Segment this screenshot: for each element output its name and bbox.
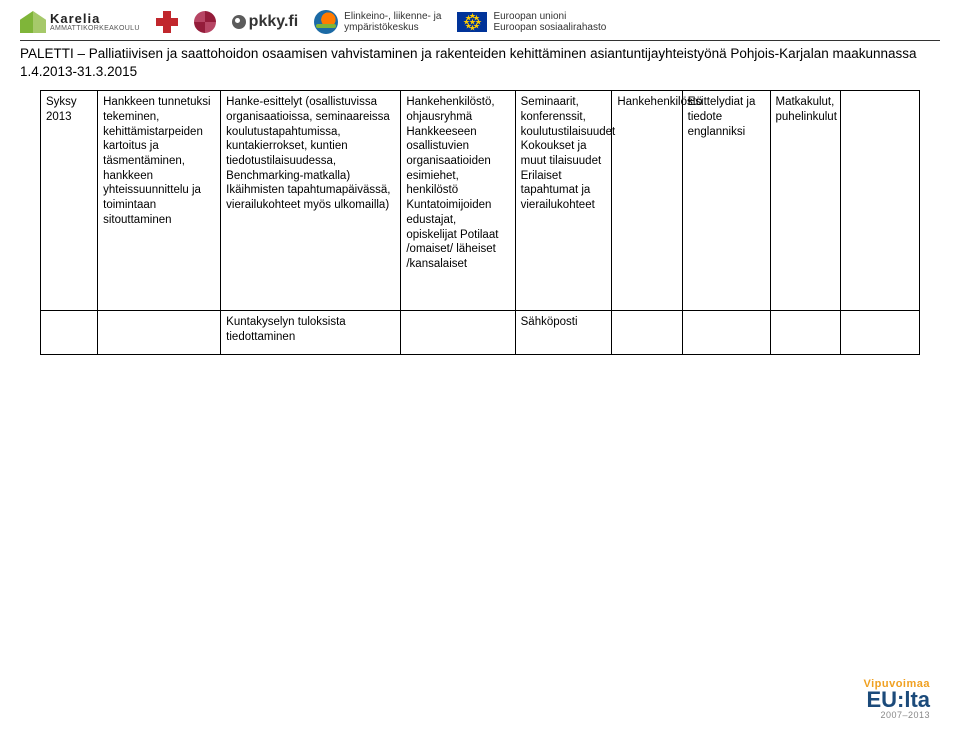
document-title: PALETTI – Palliatiivisen ja saattohoidon… (0, 41, 960, 90)
cell: Hanke-esittelyt (osallistuvissa organisa… (221, 91, 401, 311)
cell (770, 311, 840, 355)
eu-line2: Euroopan sosiaalirahasto (493, 22, 606, 33)
table-row: Syksy 2013 Hankkeen tunnetuksi tekeminen… (41, 91, 920, 311)
cell (41, 311, 98, 355)
ely-logo: Elinkeino-, liikenne- ja ympäristökeskus (314, 10, 441, 34)
eu-logo: Euroopan unioni Euroopan sosiaalirahasto (457, 11, 606, 33)
cell (98, 311, 221, 355)
cell: Kuntakyselyn tuloksista tiedottaminen (221, 311, 401, 355)
karelia-mark-icon (20, 11, 46, 33)
ely-line2: ympäristökeskus (344, 22, 441, 33)
footer-line2: EU:lta (866, 690, 930, 710)
karelia-subtitle: AMMATTIKORKEAKOULU (50, 25, 140, 32)
header-logo-row: Karelia AMMATTIKORKEAKOULU pkky.fi Elink… (0, 0, 960, 40)
cell (682, 311, 770, 355)
footer-logo: Vipuvoimaa EU:lta 2007–2013 (863, 678, 930, 720)
cell: Hankehenkilöstö (612, 91, 682, 311)
footer-line3: 2007–2013 (880, 710, 930, 720)
cell: Matkakulut, puhelinkulut (770, 91, 840, 311)
ely-mark-icon (314, 10, 338, 34)
cell: Hankkeen tunnetuksi tekeminen, kehittämi… (98, 91, 221, 311)
content-table: Syksy 2013 Hankkeen tunnetuksi tekeminen… (40, 90, 920, 355)
swirl-icon (194, 11, 216, 33)
eu-line1: Euroopan unioni (493, 11, 606, 22)
pkky-text: pkky.fi (249, 13, 299, 31)
pkky-logo: pkky.fi (232, 13, 299, 31)
cell: Hankehenkilöstö, ohjausryhmä Hankkeeseen… (401, 91, 515, 311)
karelia-name: Karelia (50, 12, 140, 25)
pkky-dot-icon (232, 15, 246, 29)
karelia-logo: Karelia AMMATTIKORKEAKOULU (20, 11, 140, 33)
red-cross-icon (156, 11, 178, 33)
cell (840, 311, 919, 355)
table-container: Syksy 2013 Hankkeen tunnetuksi tekeminen… (0, 90, 960, 355)
eu-flag-icon (457, 12, 487, 32)
cell (401, 311, 515, 355)
table-row: Kuntakyselyn tuloksista tiedottaminen Sä… (41, 311, 920, 355)
cell (840, 91, 919, 311)
cell (612, 311, 682, 355)
cell: Sähköposti (515, 311, 612, 355)
cell: Syksy 2013 (41, 91, 98, 311)
cell: Seminaarit, konferenssit, koulutustilais… (515, 91, 612, 311)
ely-line1: Elinkeino-, liikenne- ja (344, 11, 441, 22)
cell: Esittelydiat ja tiedote englanniksi (682, 91, 770, 311)
